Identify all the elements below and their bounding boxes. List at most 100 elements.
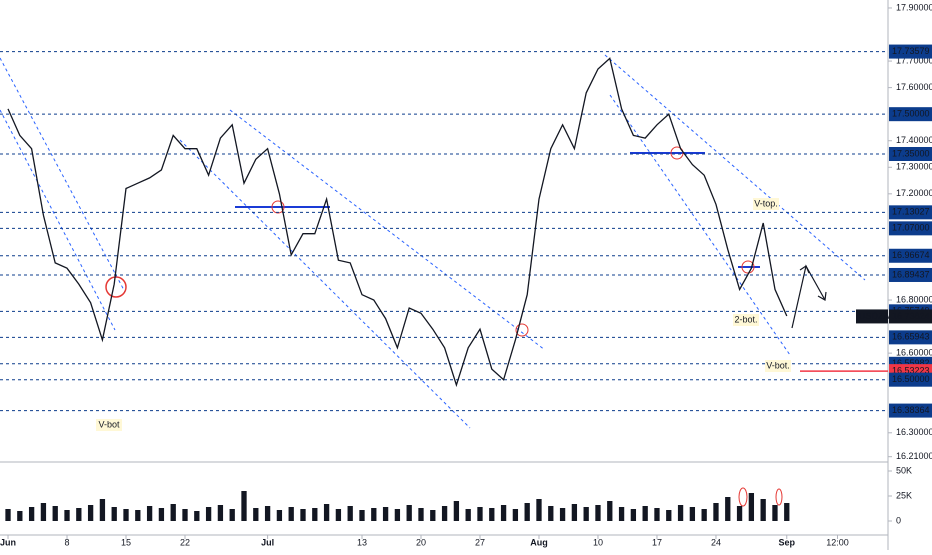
level-tag bbox=[889, 372, 932, 387]
symbol-label: USDZAR bbox=[859, 311, 897, 321]
x-tick-label: 20 bbox=[416, 537, 426, 547]
circle-marker bbox=[515, 323, 529, 337]
volume-bar bbox=[418, 508, 424, 521]
y-tick-label: 17.40000 bbox=[896, 135, 932, 145]
level-tag bbox=[889, 205, 932, 220]
channel-line bbox=[0, 57, 126, 293]
volume-bar bbox=[512, 509, 519, 521]
annotation-bg bbox=[753, 198, 779, 210]
y-tick-label: 16.60000 bbox=[896, 348, 932, 358]
volume-bar bbox=[559, 508, 566, 521]
volume-bar bbox=[288, 507, 294, 521]
y-tick-label: 16.21000 bbox=[896, 451, 932, 461]
volume-bar bbox=[264, 506, 271, 521]
level-label: 17.07000 bbox=[892, 223, 930, 233]
volume-bar bbox=[666, 510, 672, 521]
volume-bar bbox=[500, 505, 507, 521]
level-label: 16.96674 bbox=[892, 250, 930, 260]
volume-bar bbox=[205, 507, 212, 521]
x-tick-label: 22 bbox=[180, 537, 190, 547]
channel-line bbox=[179, 139, 471, 429]
volume-bar bbox=[52, 506, 58, 521]
channel-line bbox=[604, 54, 866, 281]
circle-marker bbox=[775, 488, 783, 506]
x-tick-label: Jun bbox=[0, 537, 16, 547]
volume-bar bbox=[99, 499, 106, 521]
volume-bar bbox=[524, 503, 530, 521]
volume-bar bbox=[453, 501, 460, 521]
trend-channels bbox=[0, 54, 866, 429]
volume-bar bbox=[677, 505, 684, 521]
level-label: 16.65943 bbox=[892, 332, 930, 342]
y-tick-label: 17.20000 bbox=[896, 188, 932, 198]
volume-bar bbox=[135, 510, 141, 521]
volume-bar bbox=[536, 499, 542, 521]
level-label: 16.53223 bbox=[892, 366, 930, 376]
annotation-bg bbox=[765, 360, 791, 372]
level-tag bbox=[889, 147, 932, 161]
x-tick-label: 8 bbox=[65, 537, 70, 547]
volume-bar bbox=[170, 504, 176, 521]
channel-line bbox=[0, 109, 116, 331]
annotation-bg bbox=[733, 314, 759, 326]
x-tick-label: 12:00 bbox=[826, 537, 849, 547]
level-tag bbox=[889, 44, 932, 59]
volume-bar bbox=[64, 510, 70, 521]
level-tag bbox=[889, 107, 932, 122]
level-label: 16.50000 bbox=[892, 374, 930, 384]
x-tick-label: 24 bbox=[711, 537, 721, 547]
x-tick-label: 10 bbox=[593, 537, 603, 547]
circle-marker bbox=[271, 200, 285, 214]
annotation: V-bot. bbox=[766, 360, 790, 370]
volume-bar bbox=[229, 509, 235, 521]
channel-line bbox=[609, 94, 791, 356]
channel-line bbox=[229, 109, 546, 351]
circle-marker bbox=[105, 276, 127, 298]
level-label: 16.55982 bbox=[892, 358, 930, 368]
volume-bar bbox=[583, 507, 589, 521]
volume-bar bbox=[323, 504, 330, 521]
volume-bar bbox=[618, 507, 625, 521]
volume-bar bbox=[760, 499, 766, 521]
y-tick-label: 17.60000 bbox=[896, 82, 932, 92]
volume-bar bbox=[406, 505, 412, 521]
volume-bar bbox=[253, 508, 259, 521]
level-tag bbox=[889, 248, 932, 263]
volume-bar bbox=[76, 508, 82, 521]
x-tick-label: Jul bbox=[261, 537, 274, 547]
symbol-tag bbox=[856, 309, 888, 324]
volume-bar bbox=[489, 508, 495, 521]
volume-bar bbox=[300, 509, 306, 521]
volume-tick-label: 25K bbox=[896, 490, 912, 500]
x-tick-label: 27 bbox=[475, 537, 485, 547]
volume-bar bbox=[158, 508, 165, 521]
y-tick-label: 16.30000 bbox=[896, 427, 932, 437]
volume-bar bbox=[595, 505, 601, 521]
arrow-head bbox=[799, 265, 827, 301]
volume-bar bbox=[548, 506, 554, 521]
volume-bar bbox=[772, 505, 778, 521]
volume-bar bbox=[111, 507, 117, 521]
y-tick-label: 17.70000 bbox=[896, 55, 932, 65]
y-tick-label: 17.30000 bbox=[896, 162, 932, 172]
volume-bar bbox=[441, 506, 448, 521]
volume-bar bbox=[146, 506, 153, 521]
y-tick-label: 16.80000 bbox=[896, 294, 932, 304]
volume-bar bbox=[477, 507, 483, 521]
level-label: 17.50000 bbox=[892, 109, 930, 119]
volume-bar bbox=[713, 503, 719, 521]
volume-bar bbox=[347, 506, 353, 521]
level-tag bbox=[889, 221, 932, 236]
level-label: 16.89437 bbox=[892, 269, 930, 279]
volume-bar bbox=[382, 507, 389, 521]
volume-bar bbox=[725, 497, 731, 521]
volume-bar bbox=[642, 506, 648, 521]
level-label: 17.35000 bbox=[892, 148, 930, 158]
circle-marker bbox=[738, 487, 748, 507]
volume-bar bbox=[182, 509, 188, 521]
x-tick-label: Aug bbox=[530, 537, 548, 547]
volume-bar bbox=[689, 507, 696, 521]
volume-bar bbox=[359, 510, 365, 521]
volume-bar bbox=[430, 510, 436, 521]
volume-bar bbox=[701, 509, 707, 521]
